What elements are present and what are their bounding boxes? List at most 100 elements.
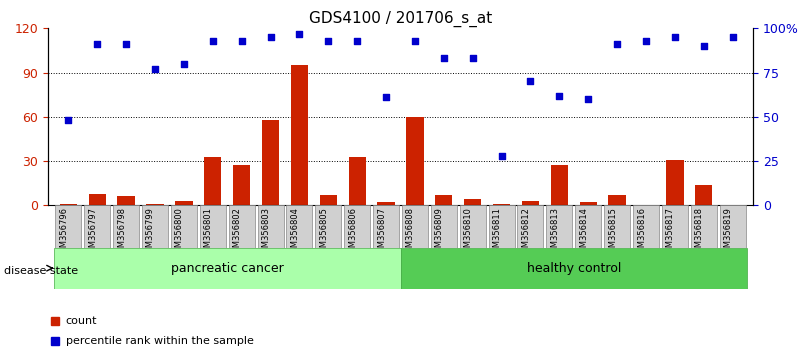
Point xyxy=(698,43,710,49)
Bar xyxy=(580,202,597,205)
Text: GSM356801: GSM356801 xyxy=(203,207,213,258)
Text: GSM356808: GSM356808 xyxy=(406,207,415,258)
Text: GSM356806: GSM356806 xyxy=(348,207,357,258)
Point xyxy=(264,34,277,40)
Bar xyxy=(493,204,510,205)
Text: GSM356812: GSM356812 xyxy=(521,207,530,258)
FancyBboxPatch shape xyxy=(720,205,746,248)
Bar xyxy=(204,156,221,205)
Bar xyxy=(406,117,424,205)
Text: GSM356817: GSM356817 xyxy=(666,207,675,258)
FancyBboxPatch shape xyxy=(431,205,457,248)
Bar xyxy=(666,160,683,205)
Text: GSM356811: GSM356811 xyxy=(493,207,501,258)
Text: GSM356805: GSM356805 xyxy=(320,207,328,258)
FancyBboxPatch shape xyxy=(54,248,400,289)
Point xyxy=(409,38,421,44)
Point xyxy=(293,31,306,36)
FancyBboxPatch shape xyxy=(199,205,226,248)
FancyBboxPatch shape xyxy=(604,205,630,248)
Bar xyxy=(551,166,568,205)
Point xyxy=(466,56,479,61)
Text: GSM356802: GSM356802 xyxy=(232,207,242,258)
Bar xyxy=(695,185,713,205)
FancyBboxPatch shape xyxy=(171,205,197,248)
Text: GSM356814: GSM356814 xyxy=(579,207,588,258)
Point xyxy=(91,41,103,47)
Text: GSM356804: GSM356804 xyxy=(291,207,300,258)
Point xyxy=(524,79,537,84)
Point xyxy=(437,56,450,61)
FancyBboxPatch shape xyxy=(662,205,688,248)
Point xyxy=(351,38,364,44)
Bar xyxy=(377,202,395,205)
Text: GSM356796: GSM356796 xyxy=(59,207,68,258)
Text: GSM356815: GSM356815 xyxy=(608,207,617,258)
Point xyxy=(207,38,219,44)
FancyBboxPatch shape xyxy=(228,205,255,248)
Text: disease state: disease state xyxy=(4,266,78,276)
FancyBboxPatch shape xyxy=(373,205,399,248)
Text: GSM356800: GSM356800 xyxy=(175,207,184,258)
FancyBboxPatch shape xyxy=(287,205,312,248)
FancyBboxPatch shape xyxy=(55,205,81,248)
Text: GDS4100 / 201706_s_at: GDS4100 / 201706_s_at xyxy=(309,11,492,27)
Bar xyxy=(88,194,106,205)
Text: GSM356816: GSM356816 xyxy=(637,207,646,258)
FancyBboxPatch shape xyxy=(690,205,717,248)
Text: percentile rank within the sample: percentile rank within the sample xyxy=(66,336,254,346)
FancyBboxPatch shape xyxy=(142,205,168,248)
Bar xyxy=(118,196,135,205)
Bar xyxy=(291,65,308,205)
Point xyxy=(178,61,191,67)
FancyBboxPatch shape xyxy=(402,205,428,248)
Point xyxy=(495,153,508,159)
Point xyxy=(380,95,392,100)
Point xyxy=(235,38,248,44)
Text: GSM356798: GSM356798 xyxy=(117,207,126,258)
Point xyxy=(119,41,132,47)
FancyBboxPatch shape xyxy=(489,205,514,248)
FancyBboxPatch shape xyxy=(517,205,544,248)
FancyBboxPatch shape xyxy=(633,205,659,248)
Point xyxy=(640,38,653,44)
Text: GSM356810: GSM356810 xyxy=(464,207,473,258)
FancyBboxPatch shape xyxy=(257,205,284,248)
Bar xyxy=(348,156,366,205)
Bar xyxy=(147,204,163,205)
Text: count: count xyxy=(66,316,97,326)
FancyBboxPatch shape xyxy=(344,205,370,248)
Point xyxy=(582,96,594,102)
FancyBboxPatch shape xyxy=(400,248,747,289)
FancyBboxPatch shape xyxy=(575,205,602,248)
Text: GSM356809: GSM356809 xyxy=(435,207,444,258)
Point xyxy=(610,41,623,47)
Text: pancreatic cancer: pancreatic cancer xyxy=(171,262,284,275)
Text: GSM356799: GSM356799 xyxy=(146,207,155,258)
Point xyxy=(148,66,161,72)
Text: GSM356818: GSM356818 xyxy=(694,207,704,258)
Bar xyxy=(320,195,337,205)
FancyBboxPatch shape xyxy=(546,205,573,248)
Text: healthy control: healthy control xyxy=(526,262,621,275)
Bar xyxy=(59,204,77,205)
Bar xyxy=(435,195,453,205)
Bar xyxy=(609,195,626,205)
FancyBboxPatch shape xyxy=(84,205,111,248)
Point xyxy=(62,118,74,123)
Text: GSM356797: GSM356797 xyxy=(88,207,97,258)
FancyBboxPatch shape xyxy=(316,205,341,248)
FancyBboxPatch shape xyxy=(460,205,485,248)
FancyBboxPatch shape xyxy=(113,205,139,248)
Point xyxy=(322,38,335,44)
Bar xyxy=(464,199,481,205)
Text: GSM356807: GSM356807 xyxy=(377,207,386,258)
Point xyxy=(669,34,682,40)
Text: GSM356803: GSM356803 xyxy=(261,207,271,258)
Bar xyxy=(233,166,250,205)
Text: GSM356819: GSM356819 xyxy=(724,207,733,258)
Point xyxy=(553,93,566,98)
Text: GSM356813: GSM356813 xyxy=(550,207,559,258)
Bar xyxy=(262,120,280,205)
Point xyxy=(727,34,739,40)
